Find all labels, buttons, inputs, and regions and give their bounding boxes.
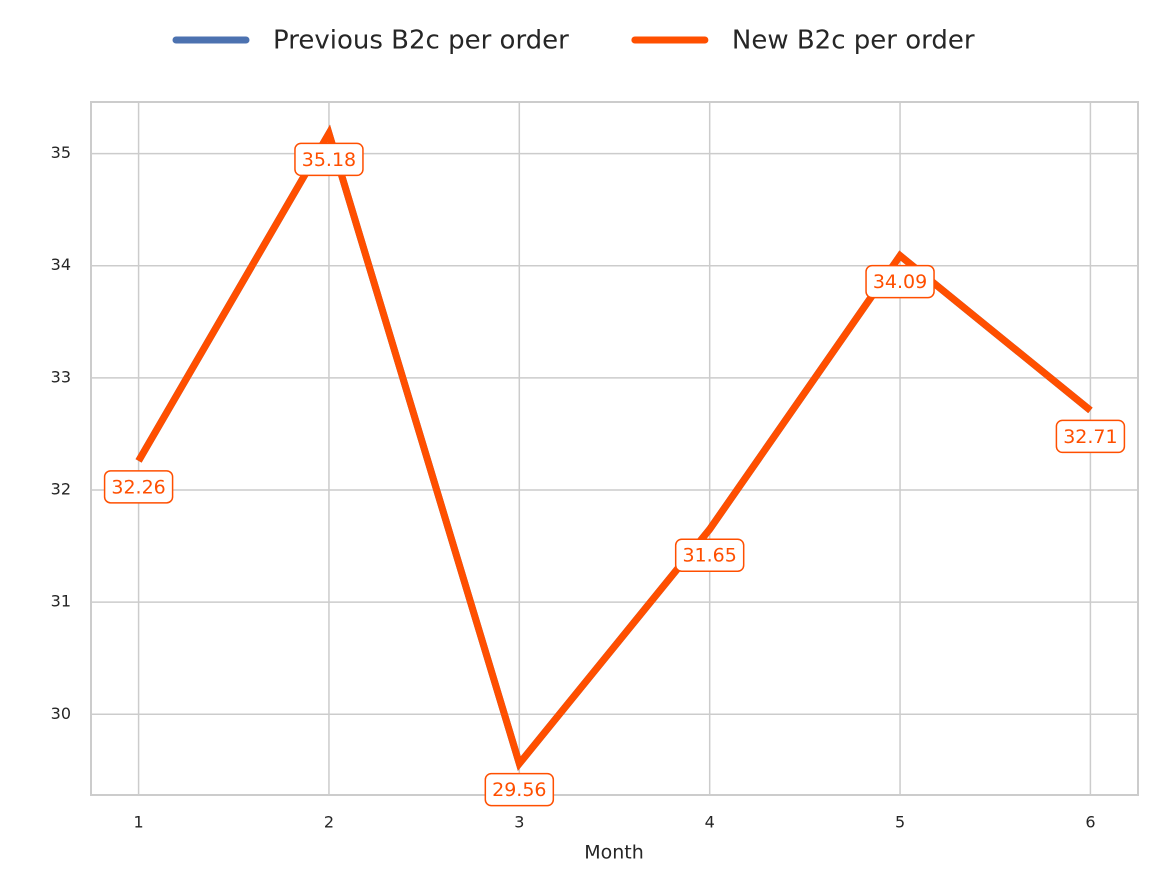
- data-label-box: [103, 470, 174, 504]
- data-label: 34.09: [865, 264, 935, 299]
- x-tick-label: 4: [705, 813, 715, 832]
- x-tick-label: 1: [133, 813, 143, 832]
- y-tick-label: 32: [51, 479, 71, 498]
- data-label: 32.71: [1055, 419, 1126, 454]
- legend-label: New B2c per order: [732, 26, 975, 56]
- data-label-box: [1055, 419, 1126, 454]
- series-line: [135, 124, 1093, 771]
- y-tick-label: 34: [51, 255, 71, 274]
- data-label-box: [674, 538, 745, 572]
- data-label-box: [484, 772, 555, 807]
- plot-frame: [90, 101, 1139, 796]
- data-label: 31.65: [674, 538, 745, 572]
- data-label-box: [294, 142, 364, 177]
- y-tick-label: 35: [51, 143, 71, 162]
- x-tick-label: 6: [1085, 813, 1095, 832]
- y-tick-label: 30: [51, 704, 71, 723]
- data-label: 35.18: [294, 142, 364, 177]
- data-label-box: [865, 264, 935, 299]
- data-label-text: 34.09: [873, 271, 927, 293]
- data-label: 29.56: [484, 772, 555, 807]
- x-tick-label: 3: [514, 813, 524, 832]
- x-axis-label: Month: [584, 842, 644, 864]
- y-tick-label: 31: [51, 592, 71, 611]
- legend-label: Previous B2c per order: [273, 26, 569, 56]
- data-label-text: 31.65: [682, 545, 736, 567]
- data-label-text: 29.56: [492, 779, 546, 801]
- y-tick-label: 33: [51, 367, 71, 386]
- x-tick-label: 5: [895, 813, 905, 832]
- data-label-text: 35.18: [302, 149, 356, 171]
- series-line: [135, 124, 1093, 771]
- data-label: 32.26: [103, 470, 174, 504]
- x-tick-label: 2: [324, 813, 334, 832]
- data-label-text: 32.26: [111, 476, 165, 498]
- data-label-text: 32.71: [1063, 426, 1117, 448]
